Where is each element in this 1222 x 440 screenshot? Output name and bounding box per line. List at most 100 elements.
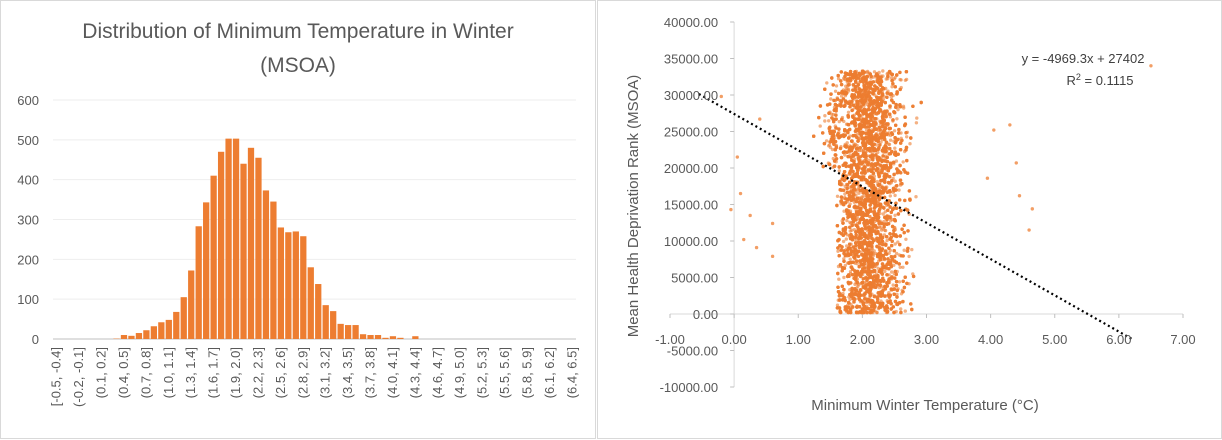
histogram-bar	[330, 311, 336, 339]
scatter-point	[847, 111, 850, 114]
scatter-point	[902, 105, 905, 108]
scatter-point	[856, 284, 859, 287]
scatter-point	[889, 219, 892, 222]
histogram-bar	[315, 284, 321, 339]
x-tick-label: (5.8, 5.9]	[519, 347, 534, 398]
x-tick-label: (4.0, 4.1]	[385, 347, 400, 398]
x-tick-label: (3.1, 3.2]	[318, 347, 333, 398]
scatter-point	[836, 195, 839, 198]
x-tick-label: (1.6, 1.7]	[206, 347, 221, 398]
histogram-bar	[255, 158, 261, 339]
histogram-bar	[360, 334, 366, 339]
scatter-point	[827, 119, 830, 122]
histogram-bar	[203, 202, 209, 339]
histogram-bar	[166, 320, 172, 339]
scatter-point	[838, 169, 841, 172]
scatter-point	[881, 69, 884, 72]
histogram-bar	[270, 202, 276, 339]
histogram-bar	[181, 297, 187, 339]
scatter-point	[904, 238, 907, 241]
histogram-bar	[375, 335, 381, 339]
histogram-bar	[367, 335, 373, 339]
scatter-point	[902, 160, 905, 163]
x-tick-label: (1.9, 2.0]	[228, 347, 243, 398]
histogram-bar	[390, 336, 396, 339]
histogram-bar	[308, 267, 314, 339]
scatter-point	[914, 195, 917, 198]
histogram-bar	[151, 326, 157, 339]
scatter-point	[825, 139, 828, 142]
histogram-bar	[300, 236, 306, 339]
histogram-bar	[218, 152, 224, 339]
scatter-point	[898, 280, 901, 283]
histogram-bar	[382, 338, 388, 339]
histogram-bar	[128, 336, 134, 339]
scatter-point	[899, 307, 902, 310]
histogram-bar	[225, 139, 231, 339]
scatter-point	[904, 309, 907, 312]
scatter-point	[840, 94, 843, 97]
x-tick-label: (4.6, 4.7]	[430, 347, 445, 398]
histogram-bar	[158, 322, 164, 339]
scatter-point	[875, 311, 878, 314]
x-tick-label: (3.4, 3.5]	[340, 347, 355, 398]
histogram-bar	[248, 148, 254, 339]
scatter-point	[892, 283, 895, 286]
x-tick-label: (-0.2, -0.1]	[71, 347, 86, 407]
x-tick-label: (6.1, 6.2]	[542, 347, 557, 398]
x-tick-label: (5.5, 5.6]	[497, 347, 512, 398]
scatter-point	[893, 129, 896, 132]
x-tick-label: (0.7, 0.8]	[138, 347, 153, 398]
scatter-point	[889, 194, 892, 197]
x-tick-label: [-0.5, -0.4]	[49, 347, 64, 406]
y-tick-label: 0	[32, 332, 39, 347]
scatter-chart: -10000.00-5000.000.005000.0010000.001500…	[598, 1, 1222, 440]
scatter-point	[915, 116, 918, 119]
scatter-point	[905, 135, 908, 138]
x-tick-label: (6.4, 6.5]	[564, 347, 579, 398]
scatter-point	[889, 139, 892, 142]
scatter-point	[895, 117, 898, 120]
scatter-point	[895, 252, 898, 255]
scatter-point	[866, 71, 869, 74]
y-tick-label: 200	[17, 252, 39, 267]
y-tick-label: 300	[17, 213, 39, 228]
scatter-point	[845, 219, 848, 222]
scatter-point	[834, 90, 837, 93]
scatter-point	[860, 196, 863, 199]
x-tick-label: (1.3, 1.4]	[183, 347, 198, 398]
chart-title-line2: (MSOA)	[260, 54, 336, 77]
histogram-bar	[121, 335, 127, 339]
scatter-point	[882, 212, 885, 215]
histogram-bar	[211, 176, 217, 339]
scatter-point	[823, 114, 826, 117]
y-tick-label: 100	[17, 292, 39, 307]
scatter-point	[848, 298, 851, 301]
scatter-point	[893, 214, 896, 217]
x-tick-label: (0.1, 0.2]	[94, 347, 109, 398]
scatter-point	[901, 266, 904, 269]
scatter-point	[825, 81, 828, 84]
scatter-point	[885, 239, 888, 242]
y-tick-label: 400	[17, 173, 39, 188]
scatter-point	[819, 124, 822, 127]
histogram-bar	[397, 338, 403, 339]
histogram-bar	[173, 312, 179, 339]
histogram-panel: Distribution of Minimum Temperature in W…	[0, 0, 596, 439]
histogram-bar	[323, 305, 329, 339]
scatter-point	[849, 229, 852, 232]
scatter-point	[835, 84, 838, 87]
histogram-bar	[278, 227, 284, 339]
scatter-point	[873, 249, 876, 252]
histogram-bar	[143, 330, 149, 339]
scatter-point	[908, 142, 911, 145]
scatter-point	[907, 255, 910, 258]
scatter-point	[910, 248, 913, 251]
chart-title-line1: Distribution of Minimum Temperature in W…	[82, 20, 513, 43]
x-tick-label: (2.5, 2.6]	[273, 347, 288, 398]
x-tick-label: (2.2, 2.3]	[250, 347, 265, 398]
y-tick-label: 600	[17, 93, 39, 108]
x-tick-label: (0.4, 0.5]	[116, 347, 131, 398]
histogram-chart: Distribution of Minimum Temperature in W…	[1, 1, 597, 440]
